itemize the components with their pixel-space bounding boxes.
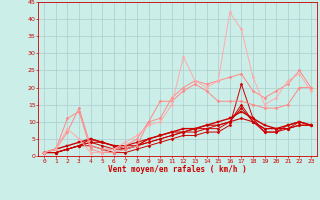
X-axis label: Vent moyen/en rafales ( km/h ): Vent moyen/en rafales ( km/h ) [108, 165, 247, 174]
